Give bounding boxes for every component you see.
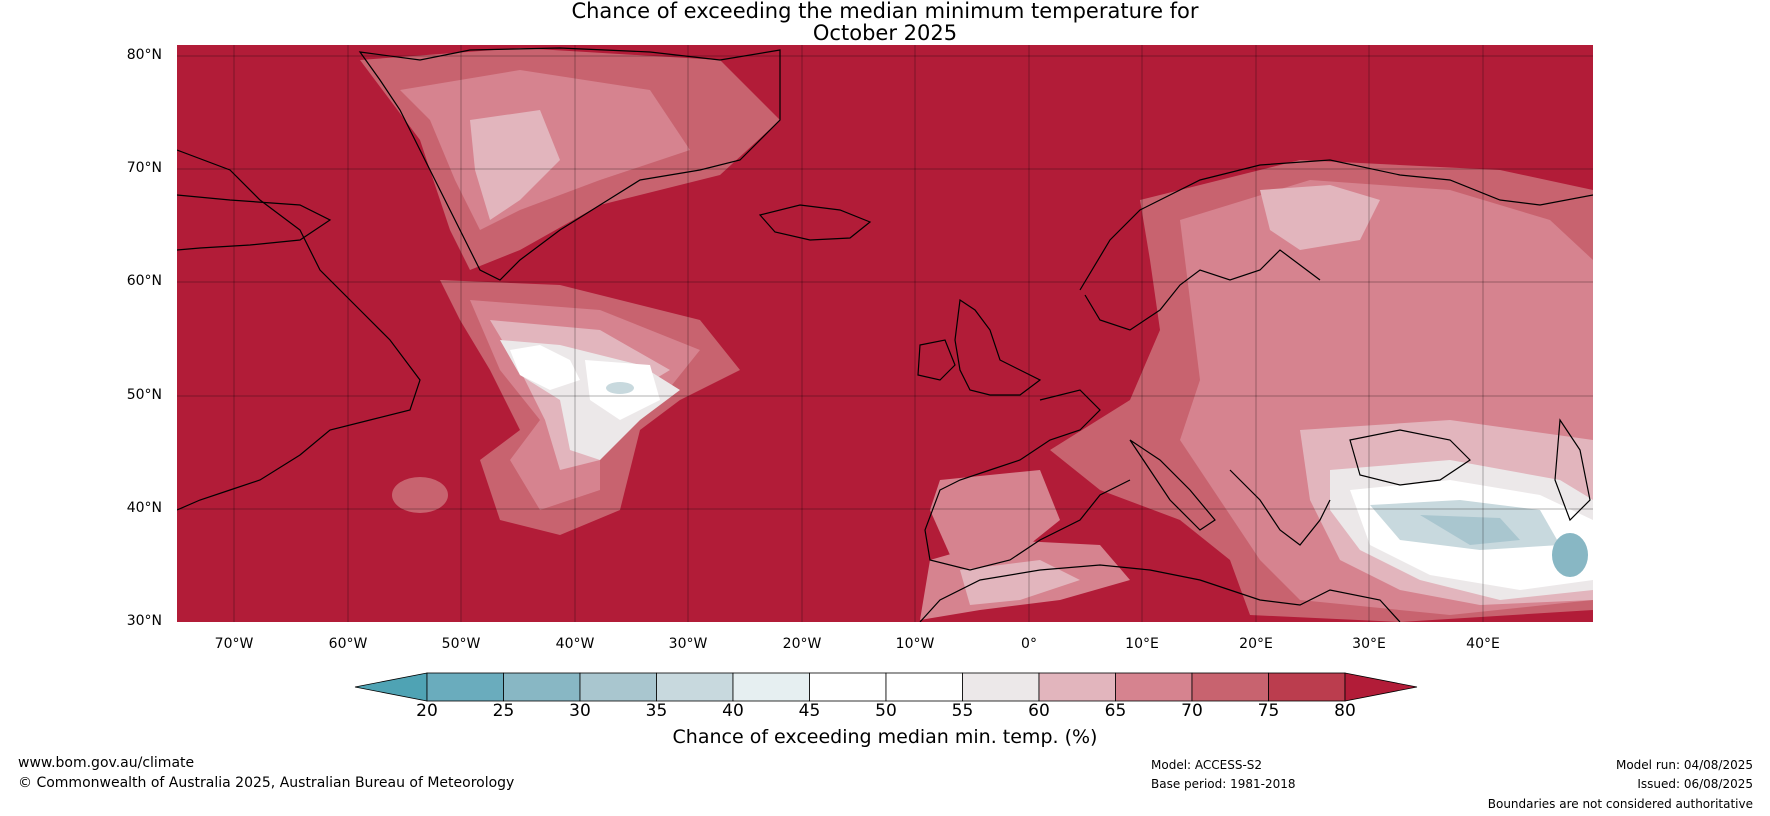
colorbar-segment bbox=[732, 672, 810, 702]
colorbar-segment bbox=[962, 672, 1040, 702]
africa-coastline bbox=[919, 564, 1401, 622]
probability-contours bbox=[360, 48, 1593, 622]
colorbar-tick-label: 80 bbox=[1334, 701, 1356, 721]
colorbar-segments bbox=[354, 672, 1418, 702]
colorbar-segment bbox=[1038, 672, 1116, 702]
footer-base-period: Base period: 1981-2018 bbox=[1151, 777, 1296, 791]
italy-coastline bbox=[1129, 439, 1216, 531]
balkans-coastline bbox=[1229, 469, 1331, 546]
colorbar-tick-label: 25 bbox=[492, 701, 515, 721]
atlantic-blob bbox=[392, 477, 448, 513]
canada-island-coastline bbox=[177, 194, 332, 251]
gridlines bbox=[177, 45, 1593, 622]
lon-label-10e: 10°E bbox=[1125, 636, 1159, 652]
footer-issued: Issued: 06/08/2025 bbox=[1637, 777, 1753, 791]
colorbar-segment bbox=[1268, 672, 1346, 702]
colorbar-tick-label: 70 bbox=[1181, 701, 1203, 721]
colorbar-segment bbox=[656, 672, 734, 702]
lon-label-30w: 30°W bbox=[668, 636, 708, 652]
scandinavia-contour-65 bbox=[1260, 185, 1380, 250]
colorbar-segment bbox=[503, 672, 581, 702]
atlantic-contour-50 bbox=[510, 345, 580, 390]
lat-label-40n: 40°N bbox=[126, 500, 162, 516]
nafrica-contour-65 bbox=[960, 560, 1080, 605]
colorbar-tick-label: 75 bbox=[1257, 701, 1280, 721]
lon-label-20e: 20°E bbox=[1239, 636, 1273, 652]
lon-label-20w: 20°W bbox=[782, 636, 822, 652]
iberia-contour-70 bbox=[930, 470, 1060, 560]
caspian-coastline bbox=[1554, 418, 1591, 522]
canada-coastline bbox=[177, 149, 421, 511]
colorbar-tick-label: 35 bbox=[645, 701, 668, 721]
colorbar-segment bbox=[1115, 672, 1193, 702]
black-sea-coastline bbox=[1349, 429, 1471, 486]
colorbar-tick-label: 45 bbox=[798, 701, 821, 721]
colorbar-segment bbox=[1191, 672, 1269, 702]
footer-model: Model: ACCESS-S2 bbox=[1151, 758, 1263, 772]
lon-label-30e: 30°E bbox=[1352, 636, 1386, 652]
turkey-contour-30 bbox=[1552, 533, 1588, 577]
europe-west-coastline bbox=[924, 389, 1131, 571]
colorbar-segment bbox=[426, 672, 504, 702]
british-isles-coastline bbox=[954, 298, 1042, 396]
footer-website: www.bom.gov.au/climate bbox=[18, 755, 195, 771]
chart-title-line1: Chance of exceeding the median minimum t… bbox=[571, 0, 1199, 23]
lat-label-30n: 30°N bbox=[126, 613, 162, 629]
colorbar-tick-label: 65 bbox=[1104, 701, 1127, 721]
colorbar-extend-high bbox=[1344, 672, 1418, 702]
colorbar-tick-label: 40 bbox=[722, 701, 744, 721]
lat-label-70n: 70°N bbox=[126, 160, 162, 176]
lon-label-40e: 40°E bbox=[1466, 636, 1500, 652]
footer-boundaries: Boundaries are not considered authoritat… bbox=[1487, 797, 1753, 811]
colorbar-tick-label: 30 bbox=[569, 701, 591, 721]
atlantic-contour-40 bbox=[606, 382, 634, 394]
colorbar-label: Chance of exceeding median min. temp. (%… bbox=[672, 726, 1098, 748]
chart-title-line2: October 2025 bbox=[812, 21, 958, 45]
lon-label-70w: 70°W bbox=[214, 636, 254, 652]
lat-label-50n: 50°N bbox=[126, 387, 162, 403]
colorbar-tick-label: 60 bbox=[1028, 701, 1050, 721]
colorbar-extend-low bbox=[354, 672, 428, 702]
lat-label-80n: 80°N bbox=[126, 47, 162, 63]
ireland-coastline bbox=[917, 339, 956, 381]
lon-label-0: 0° bbox=[1021, 636, 1037, 652]
lon-label-60w: 60°W bbox=[328, 636, 368, 652]
footer-copyright: © Commonwealth of Australia 2025, Austra… bbox=[18, 775, 515, 791]
lon-label-10w: 10°W bbox=[895, 636, 935, 652]
lat-label-60n: 60°N bbox=[126, 273, 162, 289]
colorbar-tick-label: 55 bbox=[951, 701, 974, 721]
footer-model-run: Model run: 04/08/2025 bbox=[1615, 758, 1753, 772]
greenland-contour-60 bbox=[470, 110, 560, 220]
colorbar-tick-label: 20 bbox=[416, 701, 438, 721]
lon-label-50w: 50°W bbox=[441, 636, 481, 652]
colorbar-segment bbox=[809, 672, 887, 702]
lon-label-40w: 40°W bbox=[555, 636, 595, 652]
greenland-coastline bbox=[358, 47, 781, 281]
turkey-contour-35 bbox=[1420, 515, 1520, 545]
coastlines bbox=[177, 47, 1593, 622]
norway-coastline bbox=[1084, 249, 1321, 331]
colorbar-segment bbox=[885, 672, 963, 702]
colorbar-tick-label: 50 bbox=[875, 701, 897, 721]
iceland-coastline bbox=[758, 204, 872, 241]
colorbar-segment bbox=[579, 672, 657, 702]
scandinavia-coastline bbox=[1079, 159, 1593, 291]
